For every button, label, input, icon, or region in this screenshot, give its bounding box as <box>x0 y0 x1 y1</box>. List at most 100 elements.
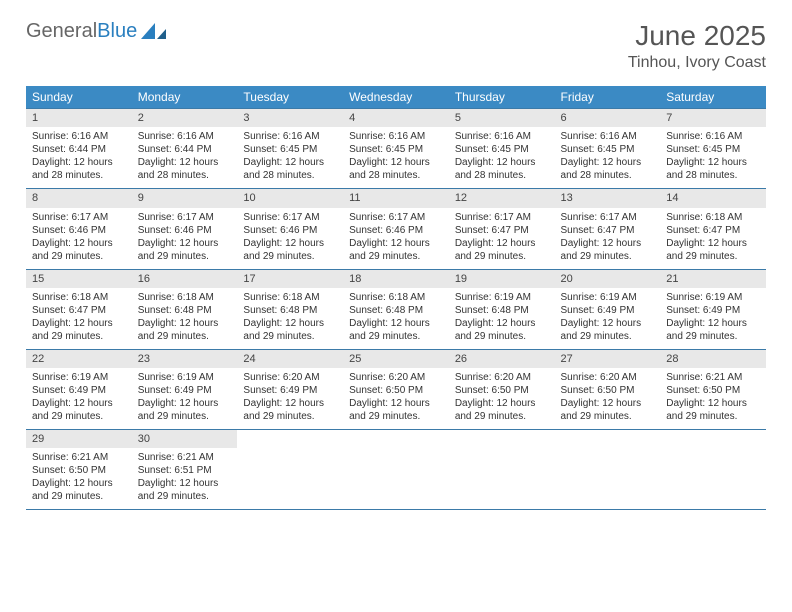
sunrise-line: Sunrise: 6:19 AM <box>561 291 655 304</box>
sunset-line: Sunset: 6:47 PM <box>561 224 655 237</box>
day-cell: 16Sunrise: 6:18 AMSunset: 6:48 PMDayligh… <box>132 269 238 349</box>
sunrise-line: Sunrise: 6:20 AM <box>349 371 443 384</box>
daylight-line: Daylight: 12 hours and 29 minutes. <box>32 317 126 343</box>
daylight-line: Daylight: 12 hours and 29 minutes. <box>455 397 549 423</box>
day-number: 19 <box>449 270 555 288</box>
sunrise-line: Sunrise: 6:21 AM <box>138 451 232 464</box>
daylight-line: Daylight: 12 hours and 28 minutes. <box>243 156 337 182</box>
day-body: Sunrise: 6:18 AMSunset: 6:48 PMDaylight:… <box>237 288 343 349</box>
day-number: 3 <box>237 109 343 127</box>
sunset-line: Sunset: 6:49 PM <box>138 384 232 397</box>
daylight-line: Daylight: 12 hours and 28 minutes. <box>349 156 443 182</box>
day-body: Sunrise: 6:17 AMSunset: 6:47 PMDaylight:… <box>449 208 555 269</box>
daylight-line: Daylight: 12 hours and 29 minutes. <box>243 397 337 423</box>
sunrise-line: Sunrise: 6:19 AM <box>666 291 760 304</box>
header: GeneralBlue June 2025 Tinhou, Ivory Coas… <box>26 20 766 72</box>
sunset-line: Sunset: 6:46 PM <box>138 224 232 237</box>
sunset-line: Sunset: 6:48 PM <box>455 304 549 317</box>
week-row: 1Sunrise: 6:16 AMSunset: 6:44 PMDaylight… <box>26 109 766 189</box>
day-number: 26 <box>449 350 555 368</box>
sunrise-line: Sunrise: 6:16 AM <box>32 130 126 143</box>
day-body: Sunrise: 6:21 AMSunset: 6:51 PMDaylight:… <box>132 448 238 509</box>
daylight-line: Daylight: 12 hours and 29 minutes. <box>138 397 232 423</box>
sunrise-line: Sunrise: 6:17 AM <box>455 211 549 224</box>
day-number: 12 <box>449 189 555 207</box>
day-cell: 11Sunrise: 6:17 AMSunset: 6:46 PMDayligh… <box>343 189 449 269</box>
day-cell: 8Sunrise: 6:17 AMSunset: 6:46 PMDaylight… <box>26 189 132 269</box>
day-number: 2 <box>132 109 238 127</box>
day-cell: 23Sunrise: 6:19 AMSunset: 6:49 PMDayligh… <box>132 349 238 429</box>
day-cell: 12Sunrise: 6:17 AMSunset: 6:47 PMDayligh… <box>449 189 555 269</box>
daylight-line: Daylight: 12 hours and 28 minutes. <box>32 156 126 182</box>
sunrise-line: Sunrise: 6:21 AM <box>666 371 760 384</box>
sunrise-line: Sunrise: 6:18 AM <box>138 291 232 304</box>
daylight-line: Daylight: 12 hours and 29 minutes. <box>349 237 443 263</box>
day-of-week-header: Monday <box>132 86 238 109</box>
day-body: Sunrise: 6:17 AMSunset: 6:46 PMDaylight:… <box>237 208 343 269</box>
day-of-week-header: Wednesday <box>343 86 449 109</box>
sunset-line: Sunset: 6:45 PM <box>666 143 760 156</box>
day-number: 7 <box>660 109 766 127</box>
day-cell: 3Sunrise: 6:16 AMSunset: 6:45 PMDaylight… <box>237 109 343 189</box>
daylight-line: Daylight: 12 hours and 28 minutes. <box>561 156 655 182</box>
daylight-line: Daylight: 12 hours and 29 minutes. <box>561 397 655 423</box>
week-row: 8Sunrise: 6:17 AMSunset: 6:46 PMDaylight… <box>26 189 766 269</box>
sunset-line: Sunset: 6:47 PM <box>32 304 126 317</box>
brand-logo: GeneralBlue <box>26 20 167 43</box>
sunset-line: Sunset: 6:49 PM <box>561 304 655 317</box>
sunrise-line: Sunrise: 6:19 AM <box>32 371 126 384</box>
day-body: Sunrise: 6:19 AMSunset: 6:49 PMDaylight:… <box>26 368 132 429</box>
day-body: Sunrise: 6:18 AMSunset: 6:47 PMDaylight:… <box>26 288 132 349</box>
day-number: 8 <box>26 189 132 207</box>
day-number: 18 <box>343 270 449 288</box>
day-body: Sunrise: 6:18 AMSunset: 6:48 PMDaylight:… <box>343 288 449 349</box>
daylight-line: Daylight: 12 hours and 29 minutes. <box>243 237 337 263</box>
day-number: 21 <box>660 270 766 288</box>
daylight-line: Daylight: 12 hours and 29 minutes. <box>349 397 443 423</box>
day-of-week-row: SundayMondayTuesdayWednesdayThursdayFrid… <box>26 86 766 109</box>
day-cell: 6Sunrise: 6:16 AMSunset: 6:45 PMDaylight… <box>555 109 661 189</box>
sunset-line: Sunset: 6:47 PM <box>455 224 549 237</box>
day-cell: 2Sunrise: 6:16 AMSunset: 6:44 PMDaylight… <box>132 109 238 189</box>
sunrise-line: Sunrise: 6:17 AM <box>138 211 232 224</box>
day-body: Sunrise: 6:21 AMSunset: 6:50 PMDaylight:… <box>26 448 132 509</box>
day-cell: 14Sunrise: 6:18 AMSunset: 6:47 PMDayligh… <box>660 189 766 269</box>
day-cell <box>449 430 555 510</box>
daylight-line: Daylight: 12 hours and 29 minutes. <box>561 237 655 263</box>
day-cell: 5Sunrise: 6:16 AMSunset: 6:45 PMDaylight… <box>449 109 555 189</box>
day-body: Sunrise: 6:16 AMSunset: 6:45 PMDaylight:… <box>343 127 449 188</box>
sunset-line: Sunset: 6:46 PM <box>349 224 443 237</box>
day-cell: 30Sunrise: 6:21 AMSunset: 6:51 PMDayligh… <box>132 430 238 510</box>
day-of-week-header: Thursday <box>449 86 555 109</box>
day-cell: 10Sunrise: 6:17 AMSunset: 6:46 PMDayligh… <box>237 189 343 269</box>
day-number: 11 <box>343 189 449 207</box>
day-body: Sunrise: 6:18 AMSunset: 6:48 PMDaylight:… <box>132 288 238 349</box>
day-number: 14 <box>660 189 766 207</box>
day-number: 5 <box>449 109 555 127</box>
sunrise-line: Sunrise: 6:16 AM <box>243 130 337 143</box>
brand-sail-icon <box>141 23 167 41</box>
sunset-line: Sunset: 6:50 PM <box>666 384 760 397</box>
sunset-line: Sunset: 6:45 PM <box>455 143 549 156</box>
day-cell: 22Sunrise: 6:19 AMSunset: 6:49 PMDayligh… <box>26 349 132 429</box>
day-body: Sunrise: 6:20 AMSunset: 6:50 PMDaylight:… <box>449 368 555 429</box>
daylight-line: Daylight: 12 hours and 29 minutes. <box>243 317 337 343</box>
day-body: Sunrise: 6:20 AMSunset: 6:50 PMDaylight:… <box>555 368 661 429</box>
sunrise-line: Sunrise: 6:16 AM <box>349 130 443 143</box>
sunrise-line: Sunrise: 6:18 AM <box>349 291 443 304</box>
day-number: 24 <box>237 350 343 368</box>
day-body: Sunrise: 6:16 AMSunset: 6:44 PMDaylight:… <box>132 127 238 188</box>
sunrise-line: Sunrise: 6:20 AM <box>243 371 337 384</box>
sunset-line: Sunset: 6:51 PM <box>138 464 232 477</box>
sunrise-line: Sunrise: 6:20 AM <box>561 371 655 384</box>
daylight-line: Daylight: 12 hours and 29 minutes. <box>138 237 232 263</box>
day-number: 25 <box>343 350 449 368</box>
sunset-line: Sunset: 6:46 PM <box>32 224 126 237</box>
sunset-line: Sunset: 6:46 PM <box>243 224 337 237</box>
day-number: 15 <box>26 270 132 288</box>
daylight-line: Daylight: 12 hours and 28 minutes. <box>138 156 232 182</box>
day-number: 23 <box>132 350 238 368</box>
day-cell: 19Sunrise: 6:19 AMSunset: 6:48 PMDayligh… <box>449 269 555 349</box>
daylight-line: Daylight: 12 hours and 29 minutes. <box>32 397 126 423</box>
sunrise-line: Sunrise: 6:20 AM <box>455 371 549 384</box>
